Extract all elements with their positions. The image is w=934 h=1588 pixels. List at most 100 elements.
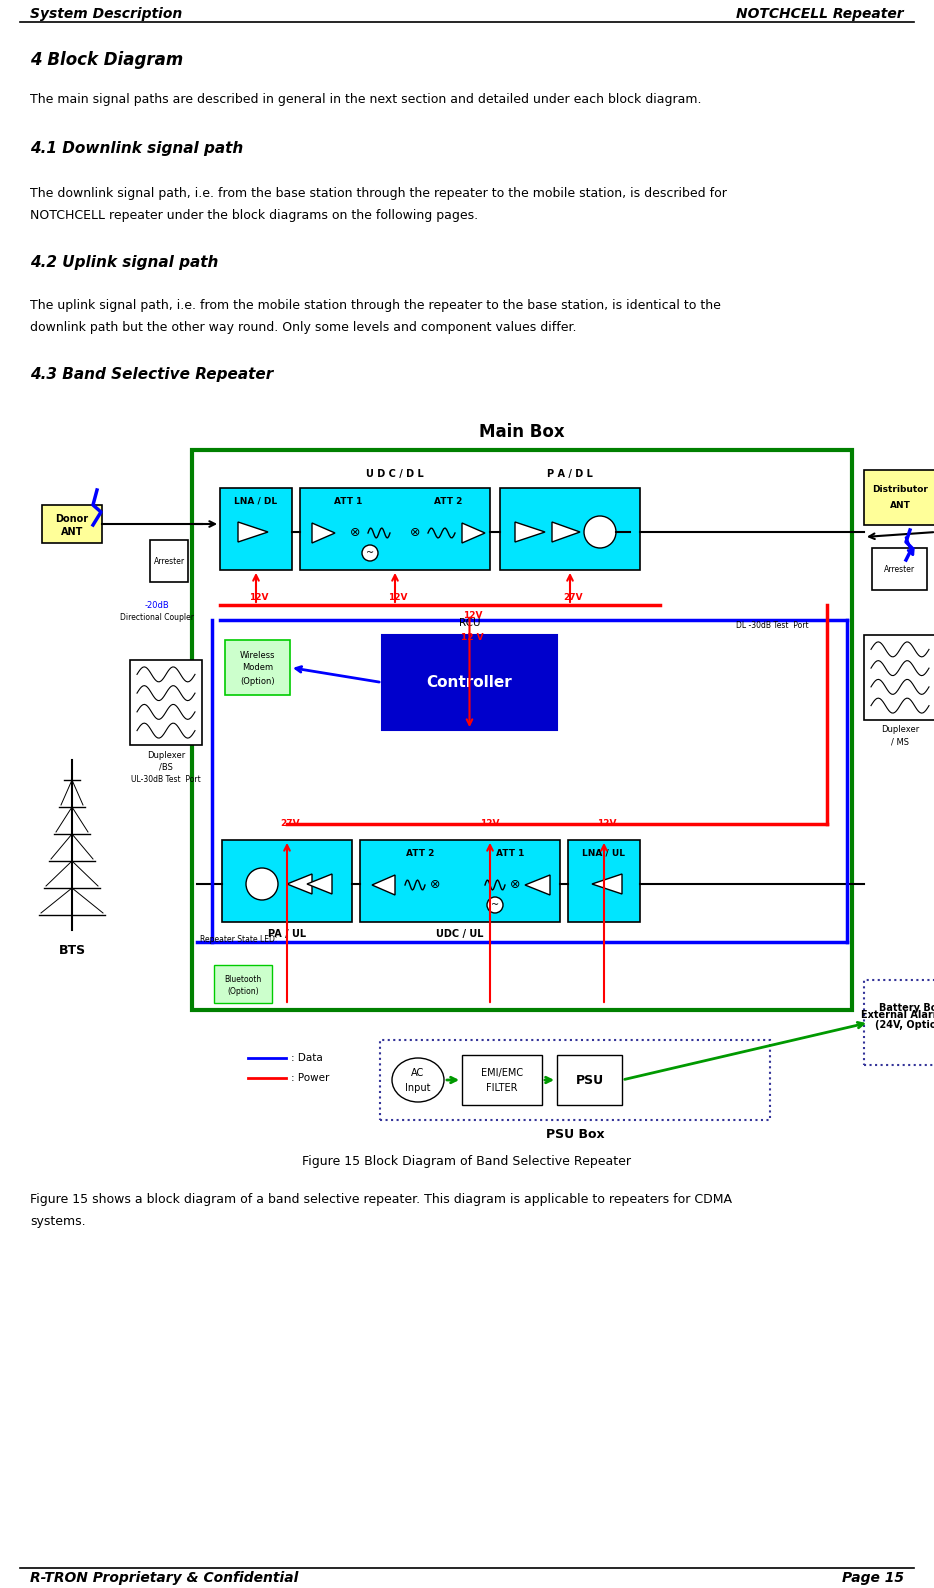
Bar bbox=[150, 540, 188, 581]
Text: DL -30dB Test  Port: DL -30dB Test Port bbox=[736, 621, 808, 629]
Text: ~: ~ bbox=[366, 548, 374, 557]
Text: UL-30dB Test  Port: UL-30dB Test Port bbox=[131, 775, 201, 783]
Bar bbox=[214, 966, 272, 1004]
Bar bbox=[864, 470, 934, 526]
Text: AC: AC bbox=[411, 1069, 425, 1078]
Text: : Data: : Data bbox=[291, 1053, 323, 1062]
Text: 12V: 12V bbox=[389, 592, 408, 602]
Text: ⊗: ⊗ bbox=[410, 527, 420, 540]
Text: Figure 15 Block Diagram of Band Selective Repeater: Figure 15 Block Diagram of Band Selectiv… bbox=[303, 1156, 631, 1169]
Text: Controller: Controller bbox=[427, 675, 513, 691]
Text: 12V: 12V bbox=[597, 819, 616, 829]
Bar bbox=[220, 488, 292, 570]
Text: : Power: : Power bbox=[291, 1073, 330, 1083]
Text: Repeater State LED:: Repeater State LED: bbox=[200, 935, 277, 945]
Text: ⊗: ⊗ bbox=[430, 878, 440, 891]
Polygon shape bbox=[592, 873, 622, 894]
Text: 4.2 Uplink signal path: 4.2 Uplink signal path bbox=[30, 254, 219, 270]
Text: (Option): (Option) bbox=[227, 988, 259, 997]
Text: -20dB: -20dB bbox=[145, 600, 169, 610]
Text: R-TRON Proprietary & Confidential: R-TRON Proprietary & Confidential bbox=[30, 1571, 298, 1585]
Polygon shape bbox=[525, 875, 550, 896]
Text: ATT 2: ATT 2 bbox=[405, 848, 434, 858]
Text: BTS: BTS bbox=[59, 943, 86, 956]
Text: The downlink signal path, i.e. from the base station through the repeater to the: The downlink signal path, i.e. from the … bbox=[30, 186, 727, 200]
Bar bbox=[222, 840, 352, 923]
Text: The main signal paths are described in general in the next section and detailed : The main signal paths are described in g… bbox=[30, 94, 701, 106]
Text: The uplink signal path, i.e. from the mobile station through the repeater to the: The uplink signal path, i.e. from the mo… bbox=[30, 300, 721, 313]
Text: Figure 15 shows a block diagram of a band selective repeater. This diagram is ap: Figure 15 shows a block diagram of a ban… bbox=[30, 1194, 732, 1207]
Text: (Option): (Option) bbox=[240, 676, 275, 686]
Text: Page 15: Page 15 bbox=[842, 1571, 904, 1585]
Bar bbox=[192, 449, 852, 1010]
Text: ANT: ANT bbox=[61, 527, 83, 537]
Text: 27V: 27V bbox=[280, 819, 300, 829]
Text: ATT 1: ATT 1 bbox=[496, 848, 524, 858]
Text: Main Box: Main Box bbox=[479, 422, 565, 441]
Text: U D C / D L: U D C / D L bbox=[366, 468, 424, 480]
Polygon shape bbox=[552, 522, 580, 542]
Text: Distributor: Distributor bbox=[872, 486, 928, 494]
Text: Wireless: Wireless bbox=[240, 651, 276, 659]
Text: Arrester: Arrester bbox=[153, 556, 185, 565]
Text: ATT 2: ATT 2 bbox=[433, 497, 462, 505]
Text: 27V: 27V bbox=[563, 592, 583, 602]
Text: Arrester: Arrester bbox=[884, 564, 915, 573]
Text: ⊗: ⊗ bbox=[510, 878, 520, 891]
Text: systems.: systems. bbox=[30, 1215, 86, 1229]
Bar bbox=[225, 640, 290, 696]
Text: External Alarm: External Alarm bbox=[861, 1010, 934, 1019]
Bar bbox=[462, 1054, 542, 1105]
Text: 12V: 12V bbox=[480, 819, 500, 829]
Polygon shape bbox=[372, 875, 395, 896]
Text: ⊗: ⊗ bbox=[349, 527, 361, 540]
Text: RCU: RCU bbox=[459, 618, 480, 627]
Bar bbox=[864, 980, 934, 1066]
Bar bbox=[380, 1040, 770, 1120]
Polygon shape bbox=[462, 522, 485, 543]
Text: ATT 1: ATT 1 bbox=[333, 497, 362, 505]
Bar bbox=[42, 505, 102, 543]
Polygon shape bbox=[238, 522, 268, 542]
Text: PSU Box: PSU Box bbox=[545, 1127, 604, 1140]
Text: 12V: 12V bbox=[249, 592, 269, 602]
Bar bbox=[360, 840, 560, 923]
Text: /BS: /BS bbox=[159, 762, 173, 772]
Bar bbox=[500, 488, 640, 570]
Circle shape bbox=[246, 869, 278, 900]
Text: downlink path but the other way round. Only some levels and component values dif: downlink path but the other way round. O… bbox=[30, 321, 576, 335]
Text: (24V, Option): (24V, Option) bbox=[875, 1019, 934, 1031]
Text: EMI/EMC: EMI/EMC bbox=[481, 1069, 523, 1078]
Text: P A / D L: P A / D L bbox=[547, 468, 593, 480]
Polygon shape bbox=[307, 873, 332, 894]
Bar bbox=[864, 635, 934, 719]
Polygon shape bbox=[287, 873, 312, 894]
Text: PSU: PSU bbox=[575, 1073, 603, 1086]
Text: ANT: ANT bbox=[889, 502, 911, 510]
Circle shape bbox=[584, 516, 616, 548]
Text: NOTCHCELL Repeater: NOTCHCELL Repeater bbox=[736, 6, 904, 21]
Bar bbox=[300, 488, 490, 570]
Text: LNA / UL: LNA / UL bbox=[583, 848, 626, 858]
Text: UDC / UL: UDC / UL bbox=[436, 929, 484, 939]
Text: Input: Input bbox=[405, 1083, 431, 1093]
Bar bbox=[130, 661, 202, 745]
Text: Duplexer: Duplexer bbox=[147, 751, 185, 759]
Text: 4.3 Band Selective Repeater: 4.3 Band Selective Repeater bbox=[30, 367, 274, 381]
Text: 12V: 12V bbox=[462, 610, 482, 619]
Text: NOTCHCELL repeater under the block diagrams on the following pages.: NOTCHCELL repeater under the block diagr… bbox=[30, 208, 478, 221]
Bar bbox=[382, 635, 557, 730]
Text: Donor: Donor bbox=[55, 515, 89, 524]
Text: FILTER: FILTER bbox=[487, 1083, 517, 1093]
Polygon shape bbox=[515, 522, 545, 542]
Text: Bluetooth: Bluetooth bbox=[224, 975, 262, 983]
Bar bbox=[568, 840, 640, 923]
Bar bbox=[872, 548, 927, 591]
Text: Battery Box: Battery Box bbox=[879, 1004, 934, 1013]
Text: Directional Coupler: Directional Coupler bbox=[120, 613, 194, 621]
Circle shape bbox=[362, 545, 378, 561]
Text: Duplexer: Duplexer bbox=[881, 726, 919, 735]
Text: / MS: / MS bbox=[891, 737, 909, 746]
Bar bbox=[557, 1054, 622, 1105]
Text: System Description: System Description bbox=[30, 6, 182, 21]
